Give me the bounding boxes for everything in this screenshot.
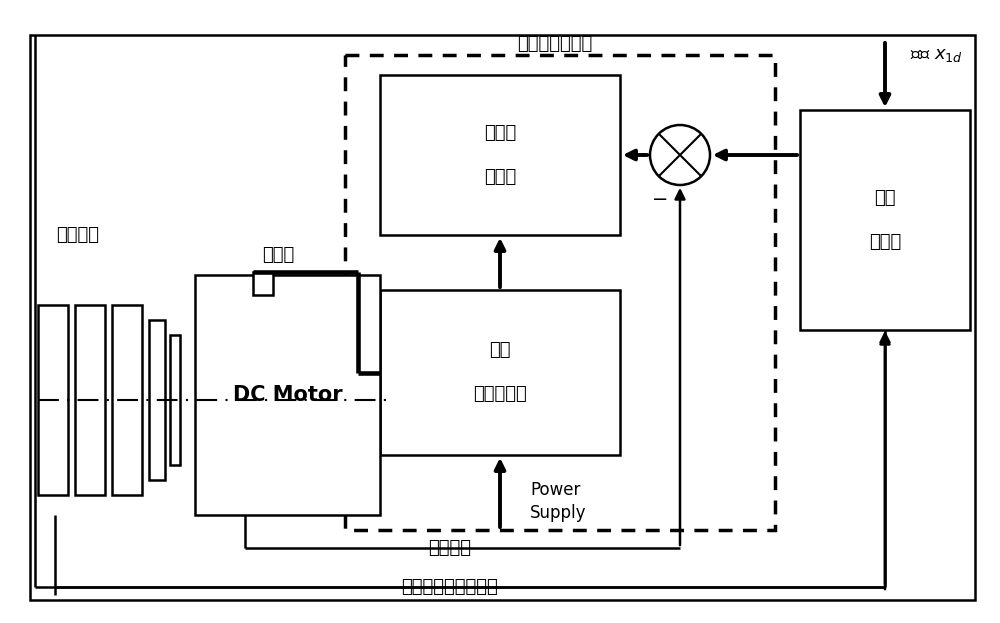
Bar xyxy=(380,290,620,455)
Text: 放大: 放大 xyxy=(489,341,511,359)
Bar xyxy=(75,305,105,495)
Text: 商业电气驱动器: 商业电气驱动器 xyxy=(517,35,593,53)
Bar xyxy=(38,305,68,495)
Text: 光电编码器位置反馈: 光电编码器位置反馈 xyxy=(402,578,498,596)
Text: 指令 $x_{1d}$: 指令 $x_{1d}$ xyxy=(910,46,963,64)
Bar xyxy=(149,320,165,480)
Text: 惯性负载: 惯性负载 xyxy=(56,226,100,244)
Bar xyxy=(800,110,970,330)
Text: 动力线: 动力线 xyxy=(262,246,294,264)
Bar xyxy=(253,272,273,295)
Text: 控制器: 控制器 xyxy=(869,233,901,251)
Text: Power: Power xyxy=(530,481,580,499)
Text: DC Motor: DC Motor xyxy=(233,385,342,405)
Text: 位置: 位置 xyxy=(874,189,896,207)
Text: 与处理电路: 与处理电路 xyxy=(473,386,527,404)
Text: 电流反馈: 电流反馈 xyxy=(428,539,472,557)
Bar xyxy=(112,305,142,495)
Text: 控制器: 控制器 xyxy=(484,168,516,186)
Text: 电流环: 电流环 xyxy=(484,124,516,142)
Bar xyxy=(195,275,380,515)
Text: Supply: Supply xyxy=(530,504,586,522)
Bar xyxy=(380,75,620,235)
Bar xyxy=(170,335,180,465)
Text: −: − xyxy=(652,191,668,209)
Bar xyxy=(345,55,775,530)
